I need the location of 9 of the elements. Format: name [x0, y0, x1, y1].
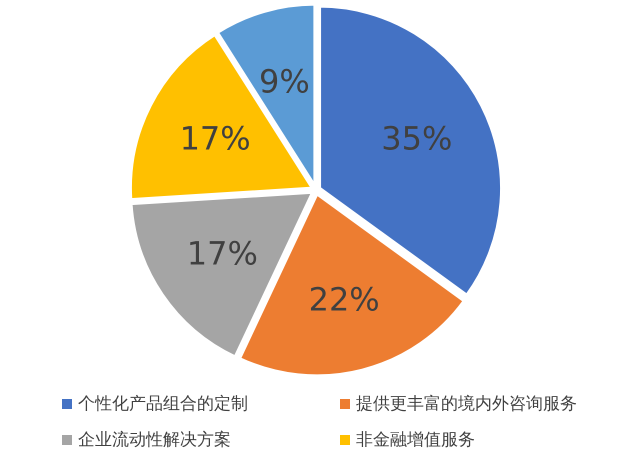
legend-item: 个性化产品组合的定制: [62, 394, 248, 414]
legend-item: 企业流动性解决方案: [62, 430, 231, 450]
legend-item: 非金融增值服务: [340, 430, 475, 450]
data-label: 35%: [381, 120, 452, 158]
data-label: 17%: [180, 120, 251, 158]
data-label: 9%: [259, 62, 310, 100]
data-label: 17%: [186, 234, 258, 273]
legend-item: 提供更丰富的境内外咨询服务: [340, 394, 577, 414]
data-label: 22%: [308, 280, 380, 319]
